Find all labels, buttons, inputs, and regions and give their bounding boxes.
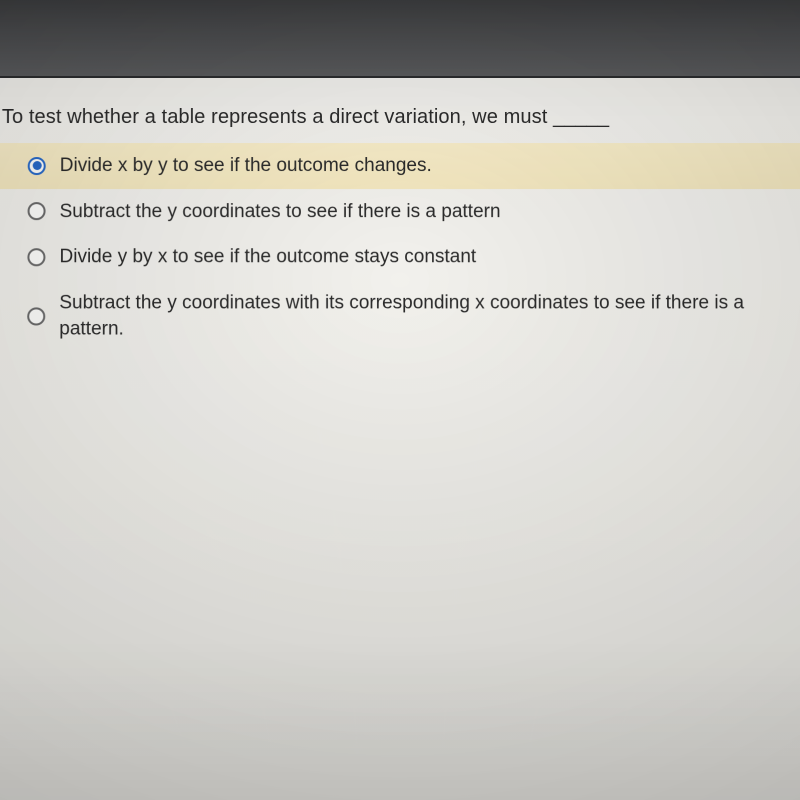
option-3[interactable]: Divide y by x to see if the outcome stay… xyxy=(0,234,800,280)
quiz-content: To test whether a table represents a dir… xyxy=(0,78,800,800)
option-1[interactable]: Divide x by y to see if the outcome chan… xyxy=(0,143,800,189)
radio-unselected-icon xyxy=(27,307,45,325)
option-4-label: Subtract the y coordinates with its corr… xyxy=(59,290,789,341)
options-group: Divide x by y to see if the outcome chan… xyxy=(0,143,800,352)
radio-unselected-icon xyxy=(27,248,45,266)
question-text: To test whether a table represents a dir… xyxy=(0,106,800,143)
window-top-bar xyxy=(0,0,800,78)
option-4[interactable]: Subtract the y coordinates with its corr… xyxy=(0,280,800,352)
option-3-label: Divide y by x to see if the outcome stay… xyxy=(59,244,482,270)
option-2[interactable]: Subtract the y coordinates to see if the… xyxy=(0,189,800,235)
radio-unselected-icon xyxy=(28,203,46,221)
option-1-label: Divide x by y to see if the outcome chan… xyxy=(60,153,438,179)
radio-selected-icon xyxy=(28,157,46,175)
option-2-label: Subtract the y coordinates to see if the… xyxy=(60,199,507,225)
